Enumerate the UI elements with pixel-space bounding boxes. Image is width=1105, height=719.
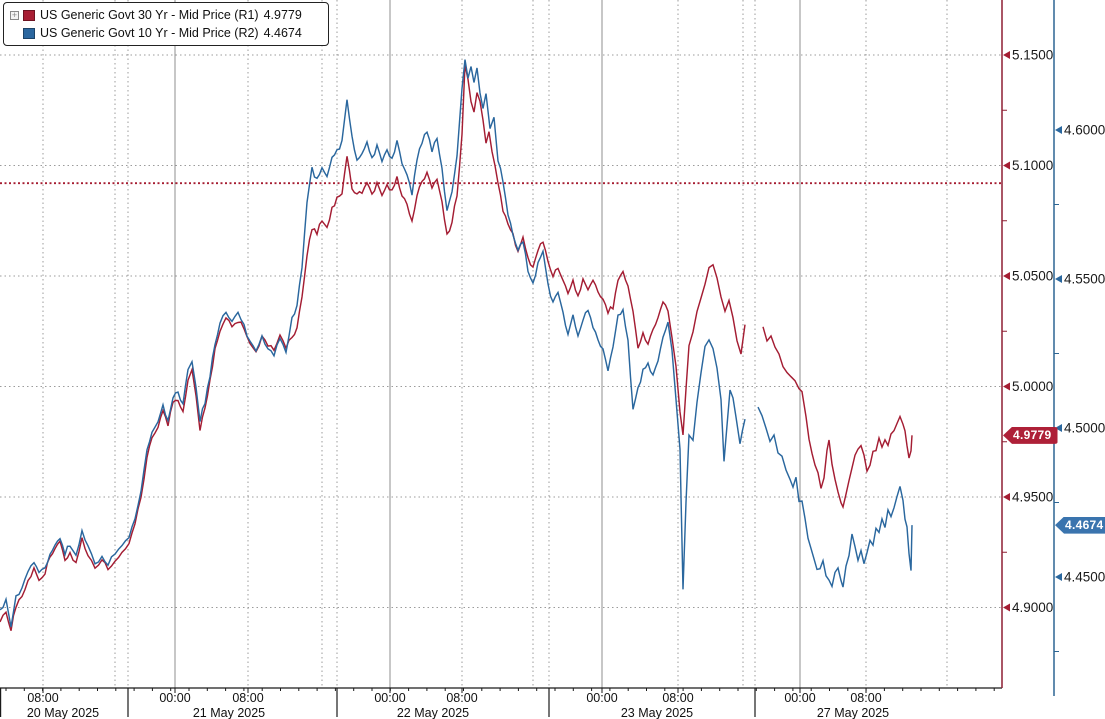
time-label: 08:00 bbox=[232, 691, 263, 705]
time-label: 00:00 bbox=[784, 691, 815, 705]
last-price-tag-30yr: 4.9779 bbox=[1003, 426, 1058, 444]
legend-value-10yr: 4.4674 bbox=[263, 26, 302, 40]
date-label: 21 May 2025 bbox=[193, 706, 265, 719]
series-line-10yr bbox=[0, 59, 913, 628]
x-axis: 08:00 00:00 08:00 00:00 08:00 00:00 08:00 00:00… bbox=[0, 687, 1002, 719]
axis-tick-label: 4.5500 bbox=[1064, 272, 1105, 287]
time-label: 08:00 bbox=[27, 691, 58, 705]
gridlines bbox=[0, 0, 1002, 688]
last-price-tag-10yr: 4.4674 bbox=[1055, 516, 1105, 534]
right-axis-30yr: 5.1500 5.1000 5.0500 5.0000 4.9500 4.9000 bbox=[1001, 0, 1053, 688]
time-label: 00:00 bbox=[374, 691, 405, 705]
series-swatch-30yr bbox=[23, 9, 35, 21]
date-label: 23 May 2025 bbox=[621, 706, 693, 719]
legend-row-30yr[interactable]: + US Generic Govt 30 Yr - Mid Price (R1)… bbox=[10, 6, 322, 24]
axis-tick-label: 4.6000 bbox=[1064, 123, 1105, 138]
axis-tick-label: 5.0000 bbox=[1012, 379, 1053, 394]
time-label: 00:00 bbox=[159, 691, 190, 705]
legend-row-10yr[interactable]: US Generic Govt 10 Yr - Mid Price (R2) 4… bbox=[10, 24, 322, 42]
right-axis-10yr: 4.6000 4.5500 4.5000 4.4500 bbox=[1053, 0, 1105, 696]
legend-expand-icon[interactable]: + bbox=[10, 9, 19, 20]
series-swatch-10yr bbox=[23, 27, 35, 39]
axis-tick-label: 4.5000 bbox=[1064, 421, 1105, 436]
series-line-30yr bbox=[0, 64, 913, 631]
time-label: 08:00 bbox=[446, 691, 477, 705]
date-label: 22 May 2025 bbox=[397, 706, 469, 719]
axis-tick-label: 4.9000 bbox=[1012, 600, 1053, 615]
time-label: 00:00 bbox=[586, 691, 617, 705]
date-label: 20 May 2025 bbox=[27, 706, 99, 719]
date-label: 27 May 2025 bbox=[817, 706, 889, 719]
time-label: 08:00 bbox=[850, 691, 881, 705]
axis-tick-label: 5.1000 bbox=[1012, 158, 1053, 173]
axis-tick-label: 4.9500 bbox=[1012, 490, 1053, 505]
legend-value-30yr: 4.9779 bbox=[263, 8, 302, 22]
legend-box[interactable]: + US Generic Govt 30 Yr - Mid Price (R1)… bbox=[3, 2, 329, 46]
axis-tick-label: 5.1500 bbox=[1012, 48, 1053, 63]
time-label: 08:00 bbox=[662, 691, 693, 705]
axis-tick-label: 5.0500 bbox=[1012, 269, 1053, 284]
legend-label-10yr: US Generic Govt 10 Yr - Mid Price (R2) bbox=[40, 26, 259, 40]
axis-tick-label: 4.4500 bbox=[1064, 570, 1105, 585]
legend-label-30yr: US Generic Govt 30 Yr - Mid Price (R1) bbox=[40, 8, 259, 22]
